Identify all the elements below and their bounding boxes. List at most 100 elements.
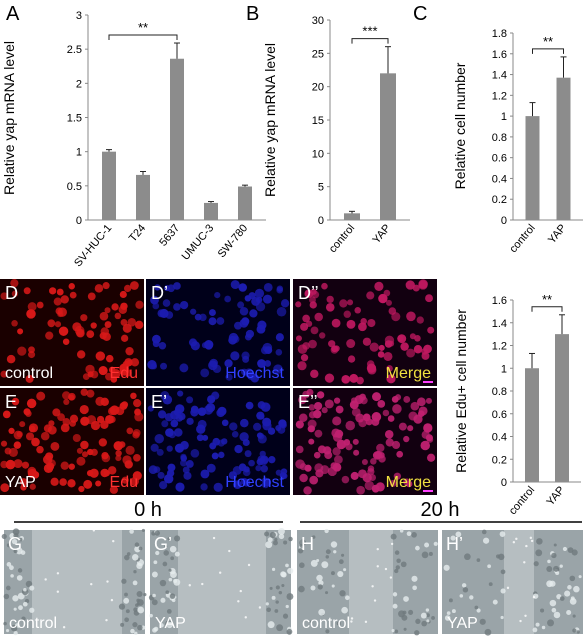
cell	[479, 618, 486, 625]
cell-nucleus	[104, 321, 112, 328]
cell-nucleus	[60, 461, 69, 470]
cell	[572, 614, 576, 618]
cell-nucleus	[45, 331, 54, 340]
y-tick-label: 1	[501, 363, 507, 375]
micrograph-letter: E’’	[298, 392, 318, 412]
cell	[541, 625, 546, 630]
cell-nucleus	[180, 455, 188, 462]
y-tick-label: 30	[312, 15, 324, 27]
cell	[287, 567, 294, 575]
cell-nucleus	[237, 301, 245, 309]
cell-nucleus	[0, 370, 8, 378]
cell-nucleus	[319, 332, 326, 339]
cell-nucleus	[421, 351, 430, 360]
cell-nucleus	[238, 283, 247, 292]
wound-micrograph: H’ YAP	[442, 529, 583, 636]
cell	[173, 578, 181, 586]
cell-nucleus	[2, 410, 11, 419]
cell	[309, 620, 313, 624]
cell	[572, 628, 577, 633]
cell-nucleus	[95, 480, 102, 487]
cell	[169, 545, 177, 553]
cell	[420, 612, 427, 619]
cell-nucleus	[98, 438, 107, 447]
cell-nucleus	[166, 445, 173, 452]
cell-nucleus	[183, 471, 192, 480]
cell-nucleus	[86, 330, 95, 339]
cell-nucleus	[104, 307, 111, 314]
debris	[373, 599, 377, 602]
cell	[549, 580, 556, 587]
stain-micrograph: D’’ Merge	[293, 279, 437, 386]
debris	[506, 586, 510, 590]
cell	[125, 609, 130, 614]
cell-nucleus	[377, 400, 386, 408]
cell-nucleus	[147, 405, 154, 412]
cell-nucleus	[217, 406, 227, 416]
cell-nucleus	[316, 391, 325, 399]
cell	[406, 531, 412, 537]
cell-nucleus	[391, 312, 401, 322]
cell	[124, 592, 128, 597]
cell-nucleus	[90, 420, 101, 431]
cell-nucleus	[347, 299, 354, 306]
cell-nucleus	[154, 284, 161, 291]
cell	[498, 553, 505, 561]
cell	[339, 590, 346, 597]
cell-nucleus	[239, 432, 249, 442]
debris	[90, 582, 93, 586]
cell-nucleus	[27, 466, 37, 476]
condition-label: control	[302, 615, 350, 632]
cell-nucleus	[224, 295, 232, 303]
significance-bracket	[108, 34, 178, 41]
cell-nucleus	[426, 453, 436, 462]
cell	[281, 571, 287, 578]
cell	[500, 569, 506, 575]
cell-nucleus	[332, 447, 341, 456]
significance-bracket	[532, 48, 564, 54]
micrograph-letter: D’	[151, 283, 168, 303]
cell-nucleus	[356, 376, 364, 385]
cell-nucleus	[299, 473, 308, 483]
cell	[487, 564, 492, 569]
debris	[524, 614, 527, 618]
cell-nucleus	[211, 391, 220, 400]
cell	[13, 607, 17, 611]
cell-nucleus	[54, 321, 62, 328]
cell	[311, 535, 316, 539]
x-tick-label: SW-780	[216, 222, 251, 260]
cell-nucleus	[156, 448, 164, 456]
cell	[168, 577, 173, 582]
scale-bar	[423, 490, 433, 492]
cell-nucleus	[231, 335, 240, 343]
cell-nucleus	[6, 354, 16, 364]
y-tick-label: 1.4	[492, 318, 507, 330]
cell-nucleus	[324, 373, 335, 383]
cell	[394, 568, 399, 574]
y-axis-label: Relative yap mRNA level	[262, 43, 278, 197]
cell-nucleus	[152, 302, 160, 310]
cell-nucleus	[130, 281, 139, 290]
cell-nucleus	[262, 342, 273, 353]
cell-nucleus	[157, 410, 167, 419]
cell-nucleus	[19, 421, 26, 428]
cell-nucleus	[238, 463, 247, 471]
panel-letter-c: C	[413, 3, 427, 25]
cell-nucleus	[147, 360, 157, 370]
cell	[168, 568, 172, 572]
stain-micrograph: E’’ Merge	[293, 388, 437, 495]
cell-nucleus	[180, 300, 189, 310]
cell	[132, 580, 138, 586]
cell	[484, 628, 492, 636]
cell-nucleus	[231, 430, 239, 438]
cell-nucleus	[109, 485, 118, 494]
cell	[403, 627, 407, 631]
cell-nucleus	[275, 333, 284, 342]
cell	[428, 551, 433, 556]
cell	[278, 527, 285, 535]
cell	[343, 568, 347, 572]
scale-bar	[423, 381, 433, 383]
cell-nucleus	[233, 480, 242, 490]
channel-label: Hoechst	[225, 365, 284, 382]
y-tick-label: 0.4	[492, 432, 507, 444]
